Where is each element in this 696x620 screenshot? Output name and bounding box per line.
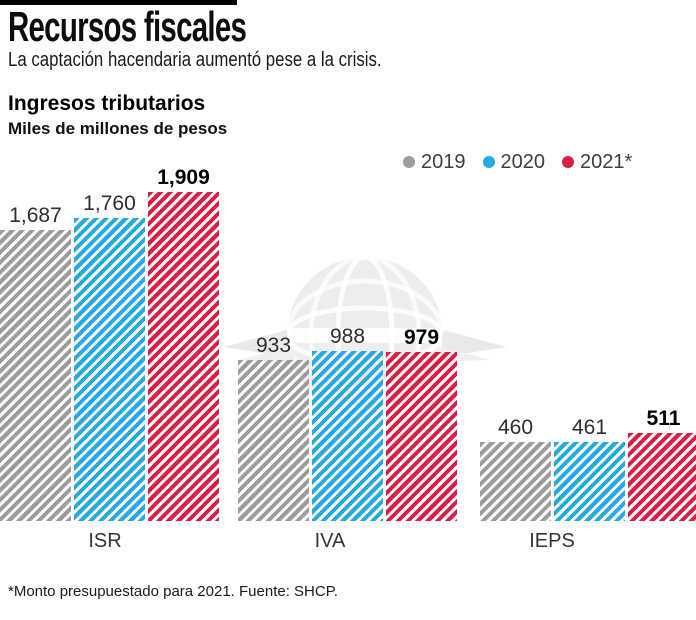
legend-label: 2021* [580,150,633,173]
bar-iva-2019: 933 [238,335,309,521]
bar-ieps-2021: 511 [628,408,696,521]
footnote: *Monto presupuestado para 2021. Fuente: … [8,583,338,600]
bar-isr-2021: 1,909 [148,167,219,521]
headline: Recursos fiscales [8,3,247,50]
top-rule [0,0,237,5]
legend-label: 2020 [500,150,546,173]
bar-value-label: 511 [646,407,681,430]
bar-value-label: 460 [497,416,534,439]
bar-chart: 1,687 1,760 1,909 ISR 933 988 979 IVA 460 461 511 I… [0,167,696,552]
category-label-isr: ISR [88,530,122,552]
legend-dot-icon [562,156,574,168]
bar-value-label: 979 [403,326,440,349]
legend-label: 2019 [421,150,466,173]
category-label-iva: IVA [314,530,346,552]
chart-title: Ingresos tributarios [8,92,206,115]
bar-iva-2021: 979 [386,327,457,521]
bar-ieps-2020: 461 [554,417,625,521]
subheadline: La captación hacendaria aumentó pese a l… [8,49,382,71]
bar-value-label: 933 [255,334,292,357]
bar-iva-2020: 988 [312,326,383,521]
bar-value-label: 1,909 [157,166,210,189]
chart-unit-label: Miles de millones de pesos [8,119,228,138]
bar-isr-2020: 1,760 [74,193,145,521]
bar-group-isr: 1,687 1,760 1,909 [0,167,219,521]
bar-isr-2019: 1,687 [0,205,71,521]
bar-group-iva: 933 988 979 [238,326,457,521]
legend: 2019 2020 2021* [403,150,632,174]
legend-dot-icon [403,156,415,168]
category-label-ieps: IEPS [529,530,575,552]
legend-item-2021: 2021* [562,151,632,174]
bar-value-label: 988 [329,325,366,348]
bar-ieps-2019: 460 [480,417,551,521]
legend-item-2019: 2019 [403,151,466,174]
bar-value-label: 1,760 [83,192,136,215]
bar-group-ieps: 460 461 511 [480,408,696,521]
bar-value-label: 461 [571,416,608,439]
legend-item-2020: 2020 [482,150,546,174]
legend-dot-icon [482,156,495,168]
bar-value-label: 1,687 [9,204,62,227]
